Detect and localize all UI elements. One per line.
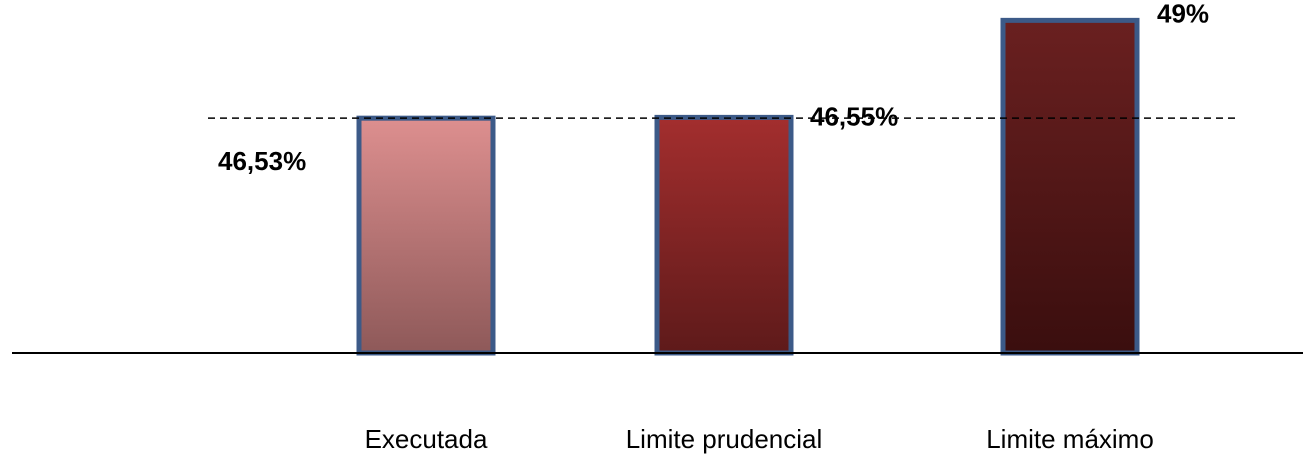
data-label-3: 49% (1157, 0, 1209, 28)
bar-limite-prudencial (654, 114, 794, 356)
category-labels-group: Executada Limite prudencial Limite máximo (365, 424, 1154, 454)
category-label-1: Executada (365, 424, 488, 454)
data-label-2: 46,55% (810, 101, 898, 131)
bars-group (356, 17, 1140, 356)
data-label-1: 46,53% (218, 146, 306, 176)
category-label-3: Limite máximo (986, 424, 1154, 454)
data-labels-group: 46,53% 46,55% 49% (218, 0, 1209, 176)
bar-limite-m-ximo (1000, 17, 1140, 356)
category-label-2: Limite prudencial (626, 424, 823, 454)
bar-executada (356, 115, 496, 356)
